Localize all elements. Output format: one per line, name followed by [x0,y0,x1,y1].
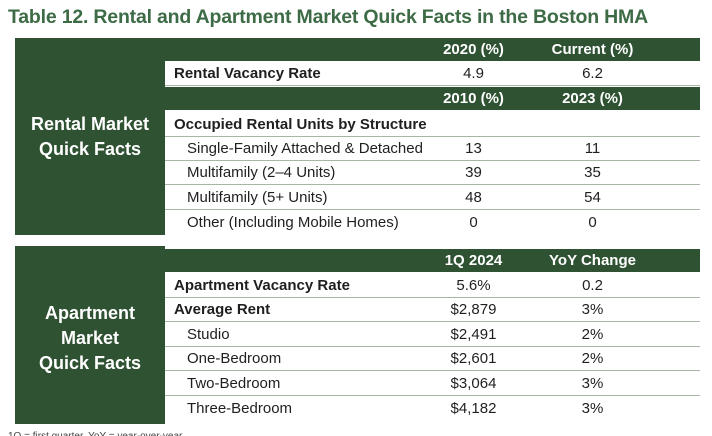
column-header-yoy-change: YoY Change [549,252,636,269]
cell-value: 6.2 [582,65,603,82]
row-label: Multifamily (5+ Units) [187,189,328,206]
row-label: Studio [187,326,230,343]
row-label: Rental Vacancy Rate [174,65,321,82]
row-label: Single-Family Attached & Detached [187,140,423,157]
table-row: Rental Vacancy Rate 4.9 6.2 [165,62,700,86]
table-row: Occupied Rental Units by Structure [165,113,700,137]
row-label: Multifamily (2–4 Units) [187,164,336,181]
cell-value: 11 [584,140,601,157]
column-header-1q-2024: 1Q 2024 [444,252,503,269]
apartment-header-row: 1Q 2024 YoY Change [165,249,700,273]
cell-value: 48 [465,189,482,206]
cell-value: $4,182 [450,399,497,417]
row-label: Occupied Rental Units by Structure [174,116,427,133]
footnote-cut-off: 1Q = first quarter. YoY = year-over-year… [8,428,208,436]
row-label: Two-Bedroom [187,375,281,392]
cell-value: $3,064 [450,375,497,392]
rental-market-section: Rental Market Quick Facts 2020 (%) Curre… [15,38,700,235]
table-row: One-Bedroom $2,601 2% [165,347,700,371]
row-label: One-Bedroom [187,350,282,367]
cell-value: 0 [469,213,478,231]
row-label: Average Rent [174,301,271,318]
rental-market-side-label: Rental Market Quick Facts [15,38,165,235]
row-label: Three-Bedroom [187,399,293,417]
apartment-market-section: Apartment Market Quick Facts 1Q 2024 YoY… [15,246,700,424]
cell-value: 13 [465,140,482,157]
cell-value: 4.9 [463,65,484,82]
cell-value: $2,879 [450,301,497,318]
table-title: Table 12. Rental and Apartment Market Qu… [8,6,648,28]
table-row: Two-Bedroom $3,064 3% [165,372,700,396]
apartment-market-side-label: Apartment Market Quick Facts [15,246,165,424]
table-row: Apartment Vacancy Rate 5.6% 0.2 [165,274,700,298]
cell-value: 2% [581,326,604,343]
column-header-2010: 2010 (%) [443,90,504,107]
column-header-2023: 2023 (%) [562,90,623,107]
table-row: Other (Including Mobile Homes) 0 0 [165,210,700,234]
table-row: Average Rent $2,879 3% [165,298,700,322]
cell-value: 3% [581,399,604,417]
table-row: Multifamily (5+ Units) 48 54 [165,186,700,210]
apartment-market-table: 1Q 2024 YoY Change Apartment Vacancy Rat… [165,246,700,424]
row-label: Apartment Vacancy Rate [174,277,350,294]
rental-market-table: 2020 (%) Current (%) Rental Vacancy Rate… [165,38,700,235]
row-label: Other (Including Mobile Homes) [187,213,399,231]
rental-header-row-1: 2020 (%) Current (%) [165,38,700,62]
rental-header-row-2: 2010 (%) 2023 (%) [165,87,700,111]
cell-value: 54 [584,189,601,206]
cell-value: 0.2 [582,277,603,294]
cell-value: 3% [581,301,604,318]
table-row: Multifamily (2–4 Units) 39 35 [165,161,700,185]
cell-value: $2,491 [450,326,497,343]
cell-value: $2,601 [450,350,497,367]
column-header-current: Current (%) [551,41,634,58]
cell-value: 3% [581,375,604,392]
table-row: Single-Family Attached & Detached 13 11 [165,137,700,161]
cell-value: 39 [465,164,482,181]
cell-value: 0 [588,213,597,231]
column-header-2020: 2020 (%) [443,41,504,58]
table-row: Studio $2,491 2% [165,323,700,347]
cell-value: 5.6% [456,277,491,294]
table-row: Three-Bedroom $4,182 3% [165,396,700,420]
cell-value: 2% [581,350,604,367]
cell-value: 35 [584,164,601,181]
